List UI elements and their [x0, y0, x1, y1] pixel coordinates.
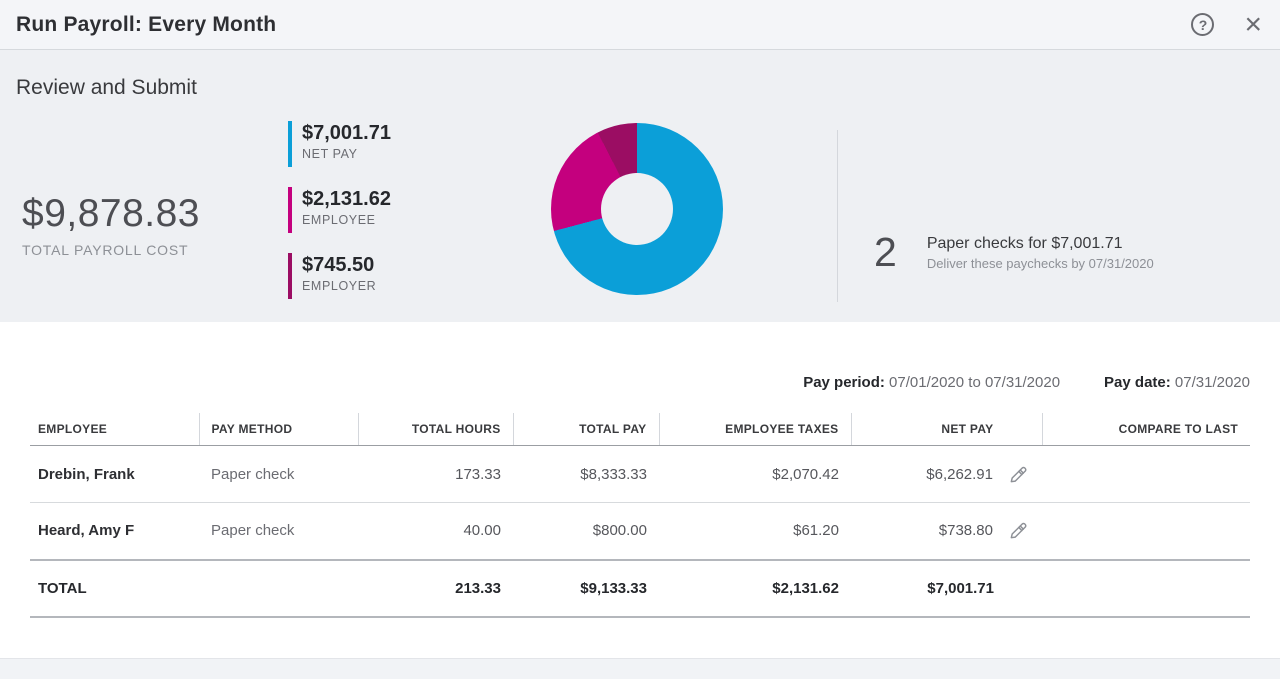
cell-total-pay: $8,333.33	[513, 446, 659, 503]
total-net-pay: $7,001.71	[851, 560, 1042, 617]
legend-amount: $7,001.71	[302, 121, 391, 145]
section-title: Review and Submit	[16, 76, 197, 100]
cell-employee-taxes: $2,070.42	[659, 446, 851, 503]
header-employee-taxes: EMPLOYEE TAXES	[659, 413, 851, 446]
legend-color-bar	[288, 253, 292, 299]
pay-date-value: 07/31/2020	[1175, 374, 1250, 391]
legend-color-bar	[288, 187, 292, 233]
header-compare-to-last: COMPARE TO LAST	[1042, 413, 1250, 446]
cell-pay-method: Paper check	[199, 503, 358, 560]
total-payroll-cost: $9,878.83 TOTAL PAYROLL COST	[22, 192, 200, 258]
net-pay-value: $6,262.91	[926, 466, 993, 483]
table-total-row: TOTAL 213.33 $9,133.33 $2,131.62 $7,001.…	[30, 560, 1250, 617]
edit-pencil-icon[interactable]	[1007, 463, 1030, 486]
net-pay-value: $738.80	[939, 522, 993, 539]
pay-period: Pay period: 07/01/2020 to 07/31/2020	[803, 374, 1060, 391]
review-summary-section: Review and Submit $9,878.83 TOTAL PAYROL…	[0, 50, 1280, 322]
cell-total-hours: 40.00	[358, 503, 513, 560]
cell-net-pay: $6,262.91	[851, 446, 1042, 503]
close-icon[interactable]: ×	[1244, 15, 1262, 35]
cell-total-hours: 173.33	[358, 446, 513, 503]
cell-compare-to-last	[1042, 446, 1250, 503]
pay-date-label: Pay date:	[1104, 374, 1171, 391]
table-row: Drebin, Frank Paper check 173.33 $8,333.…	[30, 446, 1250, 503]
total-employee-taxes: $2,131.62	[659, 560, 851, 617]
header-actions: ? ×	[1191, 13, 1262, 36]
payroll-table: EMPLOYEE PAY METHOD TOTAL HOURS TOTAL PA…	[30, 413, 1250, 618]
pay-info: Pay period: 07/01/2020 to 07/31/2020Pay …	[0, 322, 1280, 391]
dialog-header: Run Payroll: Every Month ? ×	[0, 0, 1280, 50]
legend-color-bar	[288, 121, 292, 167]
cell-net-pay: $738.80	[851, 503, 1042, 560]
pay-date: Pay date: 07/31/2020	[1104, 374, 1250, 391]
header-total-hours: TOTAL HOURS	[358, 413, 513, 446]
payroll-content: Pay period: 07/01/2020 to 07/31/2020Pay …	[0, 322, 1280, 618]
total-payroll-label: TOTAL PAYROLL COST	[22, 242, 200, 258]
run-payroll-dialog: Run Payroll: Every Month ? × Review and …	[0, 0, 1280, 679]
donut-hole	[601, 173, 673, 245]
paper-checks-title: Paper checks for $7,001.71	[927, 235, 1154, 253]
cell-employee-taxes: $61.20	[659, 503, 851, 560]
cell-pay-method: Paper check	[199, 446, 358, 503]
header-employee: EMPLOYEE	[30, 413, 199, 446]
table-row: Heard, Amy F Paper check 40.00 $800.00 $…	[30, 503, 1250, 560]
header-pay-method: PAY METHOD	[199, 413, 358, 446]
paper-checks-count: 2	[874, 232, 897, 273]
legend-item-employer: $745.50 EMPLOYER	[288, 253, 391, 299]
legend-label: EMPLOYEE	[302, 213, 391, 227]
legend-item-employee: $2,131.62 EMPLOYEE	[288, 187, 391, 233]
cell-compare-to-last	[1042, 503, 1250, 560]
dialog-title: Run Payroll: Every Month	[16, 13, 276, 37]
legend-item-net-pay: $7,001.71 NET PAY	[288, 121, 391, 167]
payroll-donut-chart	[551, 123, 723, 295]
header-total-pay: TOTAL PAY	[513, 413, 659, 446]
cell-employee: Drebin, Frank	[30, 446, 199, 503]
header-net-pay: NET PAY	[851, 413, 1042, 446]
total-payroll-amount: $9,878.83	[22, 192, 200, 236]
edit-pencil-icon[interactable]	[1007, 519, 1030, 542]
total-pay: $9,133.33	[513, 560, 659, 617]
legend-label: NET PAY	[302, 147, 391, 161]
pay-period-value: 07/01/2020 to 07/31/2020	[889, 374, 1060, 391]
table-header-row: EMPLOYEE PAY METHOD TOTAL HOURS TOTAL PA…	[30, 413, 1250, 446]
payroll-legend: $7,001.71 NET PAY $2,131.62 EMPLOYEE $74…	[288, 121, 391, 299]
legend-amount: $745.50	[302, 253, 376, 277]
cell-employee: Heard, Amy F	[30, 503, 199, 560]
pay-period-label: Pay period:	[803, 374, 885, 391]
total-pay-method	[199, 560, 358, 617]
help-icon[interactable]: ?	[1191, 13, 1214, 36]
total-label: TOTAL	[30, 560, 199, 617]
footer-bar	[0, 658, 1280, 679]
legend-amount: $2,131.62	[302, 187, 391, 211]
total-compare-to-last	[1042, 560, 1250, 617]
paper-checks-subtitle: Deliver these paychecks by 07/31/2020	[927, 256, 1154, 271]
cell-total-pay: $800.00	[513, 503, 659, 560]
total-hours: 213.33	[358, 560, 513, 617]
paper-checks-info: 2 Paper checks for $7,001.71 Deliver the…	[874, 232, 1154, 273]
legend-label: EMPLOYER	[302, 279, 376, 293]
section-divider	[837, 130, 838, 302]
